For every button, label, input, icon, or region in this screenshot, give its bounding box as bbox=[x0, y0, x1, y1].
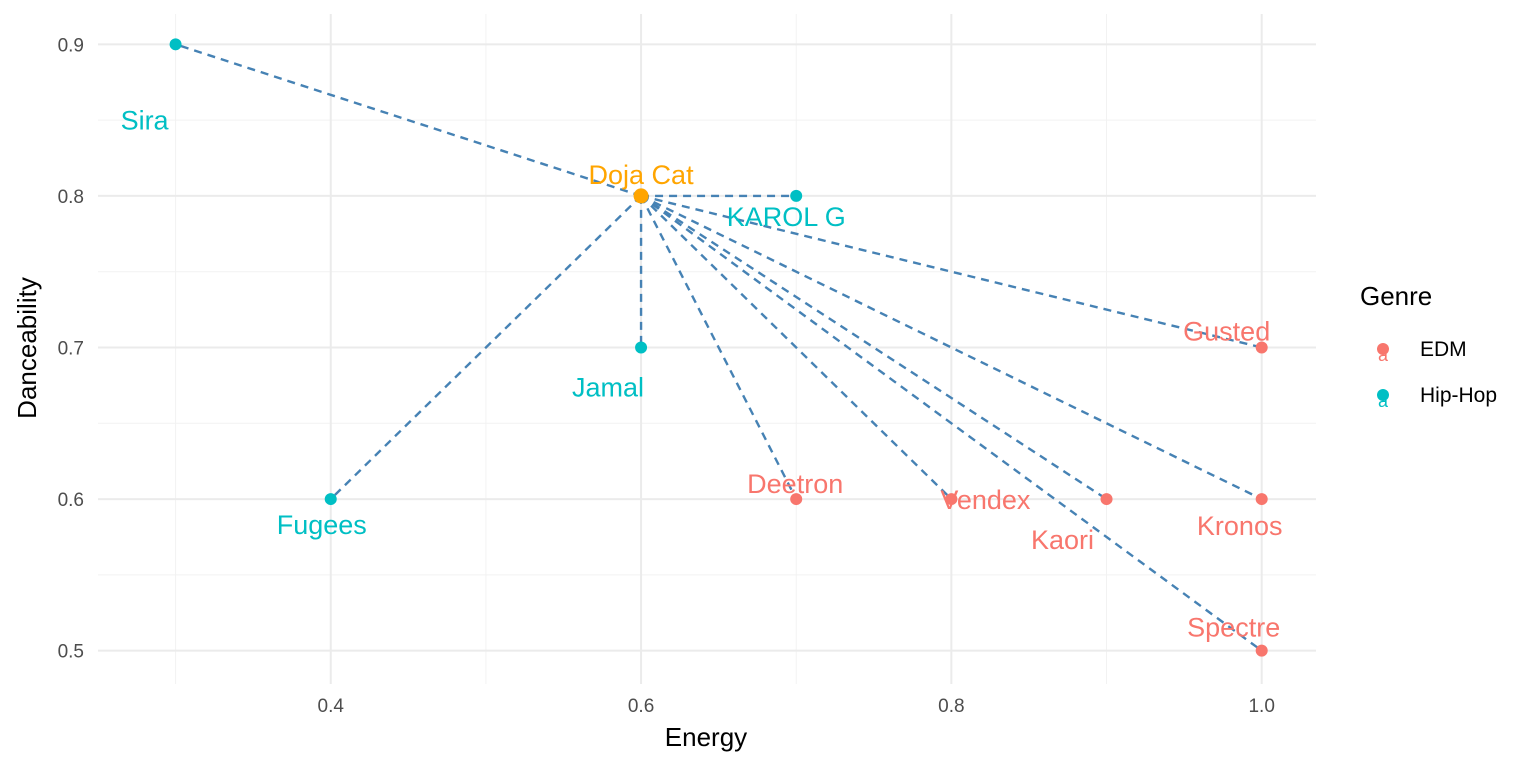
x-axis-ticks: 0.4 0.6 0.8 1.0 bbox=[318, 696, 1275, 717]
legend-label: Hip-Hop bbox=[1420, 384, 1497, 407]
point-label: Jamal bbox=[572, 372, 644, 402]
point-label: Spectre bbox=[1187, 613, 1280, 643]
y-tick-label: 0.6 bbox=[58, 490, 84, 511]
point-label: Kronos bbox=[1197, 511, 1283, 541]
legend-key-letter: a bbox=[1378, 345, 1389, 365]
connector-line bbox=[640, 194, 1108, 501]
data-point bbox=[1255, 493, 1268, 506]
point-label: Vendex bbox=[940, 485, 1031, 515]
legend: Genre a EDM a Hip-Hop bbox=[1360, 281, 1497, 411]
center-point bbox=[633, 188, 649, 204]
grid-lines bbox=[98, 14, 1316, 684]
connector-line bbox=[640, 194, 1262, 349]
point-label: Kaori bbox=[1031, 525, 1094, 555]
x-axis-title: Energy bbox=[665, 722, 747, 752]
data-point bbox=[790, 493, 803, 506]
data-point bbox=[324, 493, 337, 506]
connector-line bbox=[329, 195, 642, 500]
point-label: Deetron bbox=[747, 469, 843, 499]
point-label: KAROL G bbox=[727, 202, 846, 232]
data-point bbox=[169, 38, 182, 51]
x-tick-label: 0.8 bbox=[938, 696, 964, 717]
y-tick-label: 0.8 bbox=[58, 187, 84, 208]
point-labels: Sira KAROL G Jamal Fugees Gusted Deetron Vende… bbox=[121, 105, 1283, 642]
connector-line bbox=[639, 195, 798, 500]
x-tick-label: 0.4 bbox=[318, 696, 345, 717]
data-point bbox=[1100, 493, 1113, 506]
point-label: Gusted bbox=[1183, 316, 1270, 346]
data-points bbox=[169, 38, 1268, 657]
legend-title: Genre bbox=[1360, 281, 1432, 311]
data-point bbox=[1255, 341, 1268, 354]
data-point bbox=[790, 189, 803, 202]
data-point bbox=[945, 493, 958, 506]
connector-line bbox=[640, 195, 953, 500]
legend-key-point bbox=[1377, 389, 1389, 401]
data-point bbox=[1255, 644, 1268, 657]
legend-key-letter: a bbox=[1378, 391, 1389, 411]
connector-line bbox=[640, 194, 1263, 652]
y-axis-ticks: 0.5 0.6 0.7 0.8 0.9 bbox=[58, 35, 84, 662]
x-tick-label: 0.6 bbox=[628, 696, 654, 717]
point-label: Fugees bbox=[277, 510, 367, 540]
connector-lines bbox=[175, 43, 1263, 652]
legend-label: EDM bbox=[1420, 338, 1467, 361]
connector-line bbox=[175, 43, 642, 198]
x-tick-label: 1.0 bbox=[1248, 696, 1274, 717]
y-tick-label: 0.9 bbox=[58, 35, 84, 56]
legend-key-point bbox=[1377, 343, 1389, 355]
connector-line bbox=[640, 194, 1263, 501]
y-tick-label: 0.7 bbox=[58, 338, 84, 359]
y-axis-title: Danceability bbox=[12, 277, 42, 419]
point-label: Doja Cat bbox=[589, 160, 695, 190]
data-point bbox=[635, 341, 648, 354]
point-label: Sira bbox=[121, 105, 170, 135]
y-tick-label: 0.5 bbox=[58, 642, 84, 663]
